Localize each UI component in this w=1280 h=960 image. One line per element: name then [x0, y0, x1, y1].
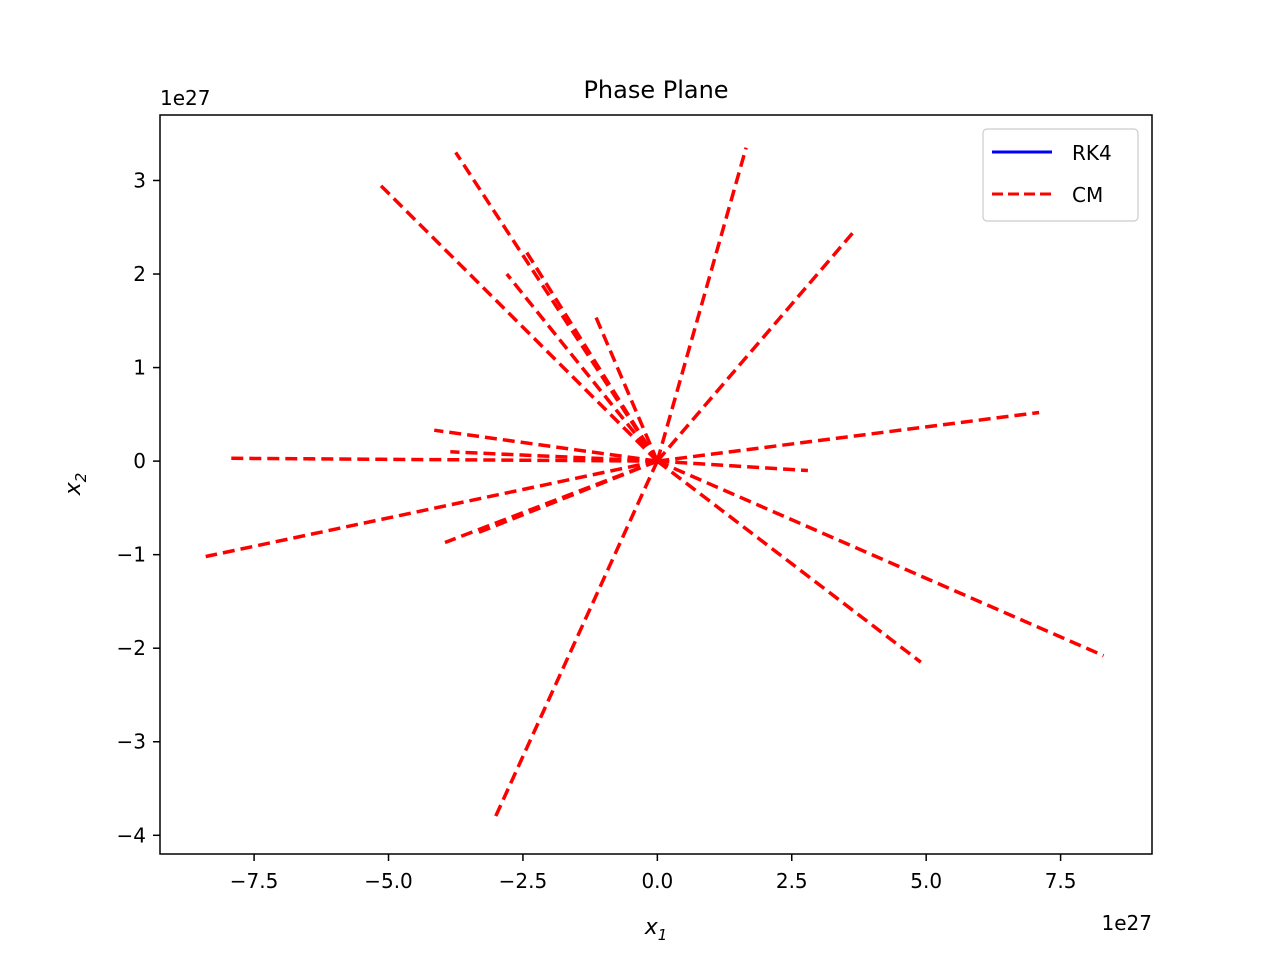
- x-axis-label-main: x: [644, 915, 659, 940]
- y-tick-label: −1: [117, 543, 146, 567]
- y-tick-label: 2: [133, 262, 146, 286]
- x-tick-label: 0.0: [641, 869, 673, 893]
- x-tick-label: 2.5: [776, 869, 808, 893]
- cm-trajectory-line: [379, 183, 659, 463]
- cm-trajectory-line: [473, 459, 658, 536]
- x-tick-label: 7.5: [1045, 869, 1077, 893]
- cm-trajectory-line: [505, 272, 659, 463]
- cm-trajectory-line: [491, 460, 659, 823]
- y-tick-label: 3: [133, 168, 146, 192]
- y-tick-label: 1: [133, 356, 146, 380]
- plot-area-frame: [159, 114, 1153, 855]
- cm-trajectory-line: [657, 410, 1040, 463]
- y-axis-label-main: x: [61, 481, 86, 496]
- legend-label-cm: CM: [1072, 183, 1103, 207]
- x-tick-label: 5.0: [910, 869, 942, 893]
- cm-trajectory-line: [450, 450, 658, 463]
- x-axis-label: x1: [644, 915, 668, 944]
- legend-label-rk4: RK4: [1072, 141, 1112, 165]
- x-axis-label-sub: 1: [658, 926, 668, 944]
- x-tick-label: −7.5: [230, 869, 279, 893]
- y-axis-label: x2: [61, 473, 90, 497]
- y-tick-label: −4: [117, 823, 146, 847]
- data-layer: [205, 147, 1105, 823]
- y-axis-label-sub: 2: [72, 473, 90, 483]
- y-offset-label: 1e27: [160, 86, 210, 110]
- cm-trajectory-line: [655, 147, 748, 462]
- y-tick-label: −2: [117, 636, 146, 660]
- y-tick-label: 0: [133, 449, 146, 473]
- x-axis-ticks: −7.5 −5.0 −2.5 0.0 2.5 5.0 7.5: [230, 854, 1077, 893]
- y-axis-ticks: −4 −3 −2 −1 0 1 2 3: [117, 168, 160, 847]
- x-tick-label: −2.5: [499, 869, 548, 893]
- chart-title: Phase Plane: [583, 76, 728, 104]
- cm-trajectory-line: [656, 459, 922, 664]
- legend: RK4 CM: [982, 128, 1139, 222]
- cm-trajectory-line: [524, 249, 659, 463]
- cm-trajectory-line: [655, 230, 855, 463]
- legend-box: [982, 128, 1139, 222]
- x-offset-label: 1e27: [1102, 911, 1152, 935]
- cm-trajectory-line: [205, 459, 658, 559]
- cm-trajectory-line: [433, 428, 658, 463]
- x-tick-label: −5.0: [364, 869, 413, 893]
- y-tick-label: −3: [117, 730, 146, 754]
- cm-trajectory-line: [657, 459, 809, 473]
- cm-trajectory-line: [656, 459, 1105, 658]
- cm-trajectory-line: [593, 315, 659, 462]
